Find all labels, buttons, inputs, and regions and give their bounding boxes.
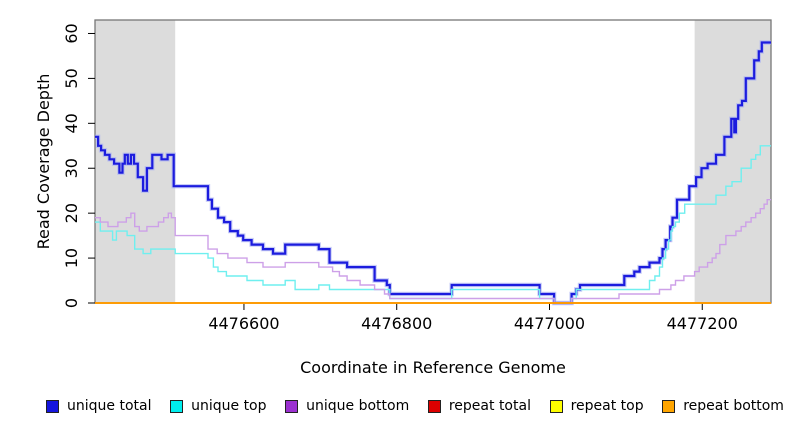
series-unique-top: [95, 145, 771, 304]
unique-top-swatch-icon: [170, 399, 184, 413]
series-unique-bottom: [95, 199, 771, 304]
unique-total-swatch-icon: [46, 399, 59, 413]
unique-bottom-swatch-icon: [285, 399, 299, 413]
legend-item-unique-total: unique total: [46, 398, 151, 414]
repeat-total-swatch-icon: [427, 399, 441, 413]
y-tick-label: 30: [62, 158, 81, 178]
repeat-bottom-swatch-icon: [662, 399, 676, 413]
repeat-top-swatch-icon: [549, 399, 563, 413]
legend-item-repeat-top: repeat top: [549, 398, 644, 414]
y-tick-label: 20: [62, 203, 81, 223]
legend-label: repeat top: [570, 398, 644, 414]
plot-border: [94, 19, 772, 304]
y-axis-title: Read Coverage Depth: [34, 73, 53, 250]
y-tick-label: 60: [62, 23, 81, 43]
legend: unique total unique top unique bottom re…: [46, 398, 784, 414]
x-axis-title: Coordinate in Reference Genome: [300, 358, 566, 377]
x-tick-label: 4477200: [667, 314, 738, 333]
y-tick-label: 10: [62, 248, 81, 268]
x-tick-label: 4476800: [361, 314, 432, 333]
legend-item-repeat-bottom: repeat bottom: [662, 398, 784, 414]
x-tick-label: 4477000: [514, 314, 585, 333]
legend-label: repeat total: [448, 398, 531, 414]
legend-item-unique-top: unique top: [170, 398, 267, 414]
legend-label: repeat bottom: [683, 398, 784, 414]
legend-item-unique-bottom: unique bottom: [285, 398, 409, 414]
series-unique-total: [95, 41, 771, 305]
y-tick-label: 0: [62, 298, 81, 308]
series-halo-unique-total: [95, 40, 771, 306]
legend-label: unique top: [191, 398, 267, 414]
legend-label: unique total: [67, 398, 152, 414]
legend-item-repeat-total: repeat total: [427, 398, 531, 414]
legend-label: unique bottom: [306, 398, 410, 414]
y-tick-label: 40: [62, 113, 81, 133]
y-tick-label: 50: [62, 68, 81, 88]
x-tick-label: 4476600: [208, 314, 279, 333]
